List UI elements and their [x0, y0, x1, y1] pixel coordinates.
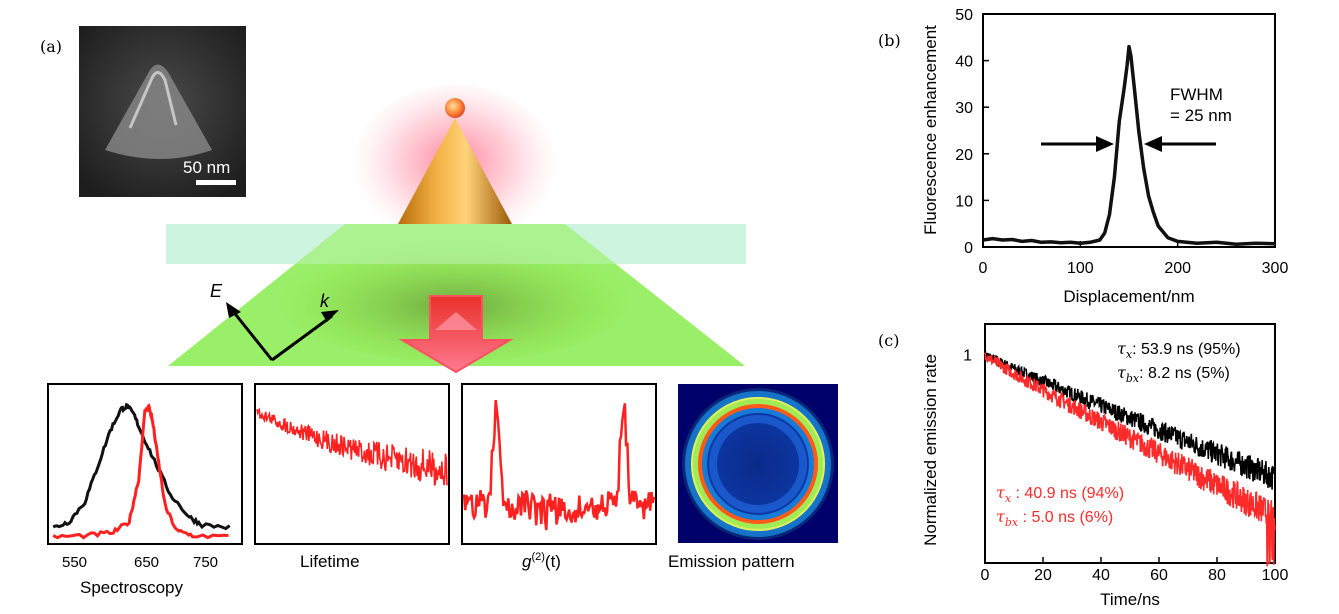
chart-b: 0 100 200 300 0 10 20 30 40 50 Displacement/nm Fl…: [921, 7, 1288, 306]
lifetime-caption: Lifetime: [300, 552, 360, 571]
chart-c-xtick-label: 60: [1150, 567, 1168, 584]
chart-b-ytick-label: 20: [955, 147, 973, 164]
spectrum-tick-650: 650: [134, 554, 159, 571]
spectrum-black-curve: [52, 402, 231, 531]
svg-text:τx: 53.9 ns (95%): τx: 53.9 ns (95%): [1117, 339, 1241, 361]
chart-b-ytick-label: 0: [964, 240, 973, 257]
chart-b-ylabel: Fluorescence enhancement: [921, 25, 940, 235]
emission-ring: [698, 404, 818, 524]
panel-label-c: (c): [878, 331, 899, 350]
chart-c-xtick-label: 40: [1092, 567, 1110, 584]
inset-g2: g(2)(t): [461, 383, 657, 571]
emitter-dot: [445, 98, 465, 118]
chart-c-xtick-label: 80: [1208, 567, 1226, 584]
inset-emission-pattern: Emission pattern: [668, 384, 838, 571]
g2-red-trace: [462, 399, 656, 531]
spectrum-red-curve: [52, 403, 229, 540]
chart-b-xtick-label: 300: [1262, 260, 1289, 277]
spectrum-tick-750: 750: [193, 554, 218, 571]
chart-c-xtick-label: 100: [1262, 567, 1289, 584]
sem-image: 50 nm: [79, 26, 246, 197]
sem-scale-label: 50 nm: [183, 158, 230, 177]
chart-c-frame: [984, 323, 1276, 564]
gold-cone: [398, 118, 512, 224]
svg-text:τbx : 5.0 ns (6%): τbx : 5.0 ns (6%): [996, 507, 1113, 529]
chart-c-legend-red: τx : 40.9 ns (94%) τbx : 5.0 ns (6%): [996, 483, 1124, 529]
tip-illustration: E k: [166, 85, 746, 374]
chart-c-ylabel: Normalized emission rate: [921, 354, 940, 546]
svg-text:τx : 40.9 ns (94%): τx : 40.9 ns (94%): [996, 483, 1124, 505]
chart-c-xtick-label: 0: [981, 567, 990, 584]
chart-b-curve: [982, 44, 1276, 246]
chart-b-xtick-label: 0: [979, 260, 988, 277]
svg-text:τbx: 8.2 ns (5%): τbx: 8.2 ns (5%): [1117, 363, 1230, 385]
chart-c-red-trace: [984, 352, 1276, 567]
chart-c: 0 20 40 60 80 100 1 Time/ns Normalized emissio…: [921, 323, 1289, 609]
chart-b-xtick-label: 200: [1164, 260, 1191, 277]
chart-b-frame: [982, 13, 1276, 248]
fwhm-right-arrow: [1144, 136, 1216, 152]
lifetime-red-trace: [256, 407, 448, 486]
fwhm-label-1: FWHM: [1170, 85, 1223, 104]
inset-lifetime: Lifetime: [254, 383, 450, 571]
chart-c-xlabel: Time/ns: [1100, 590, 1160, 609]
fwhm-label-2: = 25 nm: [1170, 106, 1232, 125]
emission-caption: Emission pattern: [668, 552, 795, 571]
k-vector-label: k: [320, 291, 330, 311]
chart-b-xtick-label: 100: [1067, 260, 1094, 277]
e-field-label: E: [210, 281, 223, 301]
panel-label-b: (b): [878, 31, 901, 50]
chart-c-black-trace: [984, 350, 1276, 490]
chart-b-ytick-label: 50: [955, 7, 973, 24]
spectroscopy-caption: Spectroscopy: [80, 578, 183, 597]
chart-b-ytick-label: 10: [955, 193, 973, 210]
emission-arrow: [398, 295, 514, 374]
chart-c-ytick-label: 1: [963, 347, 972, 364]
sem-scale-bar: [196, 180, 236, 185]
g2-caption: g(2)(t): [522, 551, 561, 571]
chart-c-xtick-label: 20: [1034, 567, 1052, 584]
chart-b-ytick-label: 30: [955, 100, 973, 117]
inset-spectroscopy: 550 650 750 Spectroscopy: [47, 383, 243, 597]
chart-c-legend-black: τx: 53.9 ns (95%) τbx: 8.2 ns (5%): [1117, 339, 1241, 385]
panel-label-a: (a): [40, 37, 62, 56]
chart-b-xlabel: Displacement/nm: [1063, 287, 1194, 306]
spectrum-tick-550: 550: [62, 554, 87, 571]
fwhm-left-arrow: [1041, 136, 1114, 152]
chart-b-ytick-label: 40: [955, 54, 973, 71]
